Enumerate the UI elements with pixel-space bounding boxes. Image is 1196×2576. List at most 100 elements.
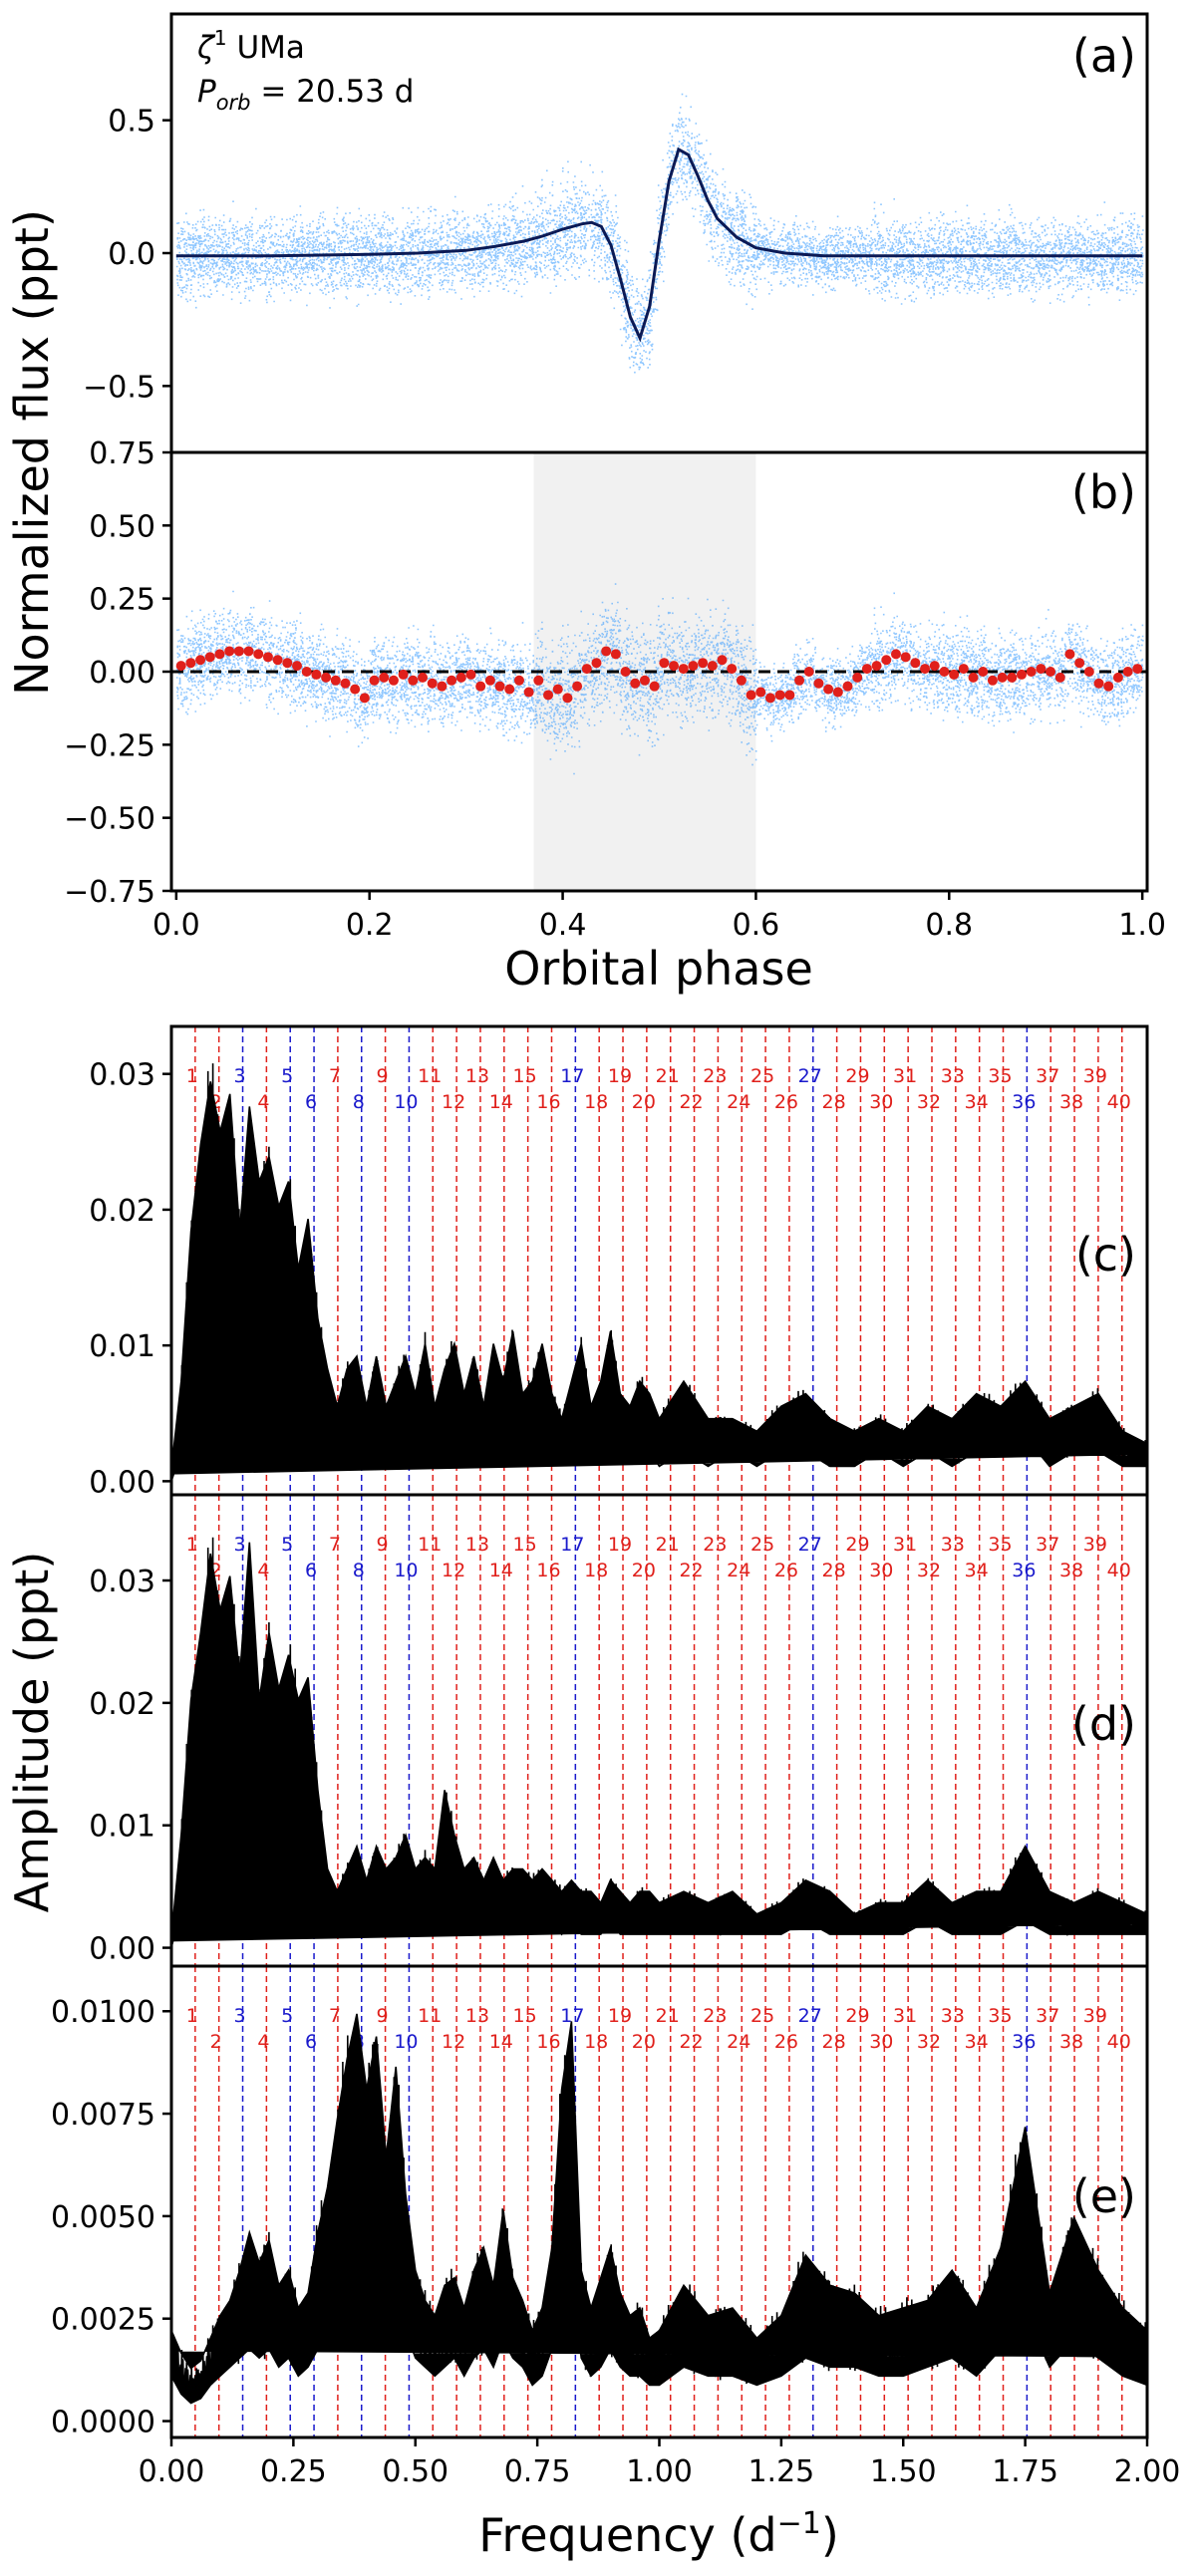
harmonic-label: 37: [1036, 2005, 1059, 2027]
ytick-label: 0.00: [89, 1932, 155, 1967]
xtick-label: 0.75: [504, 2454, 571, 2489]
binned-mean-point: [369, 675, 380, 686]
binned-mean-point: [1093, 678, 1104, 689]
binned-mean-point: [929, 661, 940, 672]
xlabel-superscript: −1: [777, 2506, 821, 2541]
binned-mean-point: [204, 652, 215, 663]
binned-mean-point: [823, 684, 834, 695]
binned-mean-point: [282, 658, 293, 669]
binned-mean-point: [379, 672, 390, 683]
panel-a-yticks: 0.5 0.0 −0.5: [83, 105, 171, 405]
harmonic-label: 10: [394, 2031, 418, 2053]
binned-mean-point: [388, 675, 399, 686]
harmonic-label: 9: [377, 1065, 389, 1087]
ytick-label: 0.25: [89, 583, 155, 618]
binned-mean-point: [639, 675, 650, 686]
binned-mean-point: [494, 681, 505, 692]
harmonic-label: 15: [513, 2005, 537, 2027]
binned-mean-point: [910, 658, 921, 669]
harmonic-label: 21: [656, 2005, 680, 2027]
panel-d-yticks: 0.00 0.01 0.02 0.03: [89, 1565, 171, 1967]
ytick-label: 0.0075: [51, 2098, 155, 2133]
period-symbol: P: [197, 74, 216, 110]
binned-mean-point: [997, 672, 1008, 683]
xlabel-text: Frequency (d: [478, 2508, 776, 2562]
binned-mean-point: [233, 646, 244, 657]
binned-mean-point: [214, 649, 225, 660]
binned-mean-point: [1007, 672, 1018, 683]
panel-a-star-annotation: ζ1 UMa: [196, 26, 305, 66]
panel-e-yticks: 0.0000 0.0025 0.0050 0.0075 0.0100: [51, 1995, 171, 2440]
xtick-label: 0.0: [152, 908, 200, 943]
binned-mean-point: [484, 675, 495, 686]
binned-mean-point: [832, 687, 843, 698]
panel-d-label: (d): [1071, 1697, 1136, 1751]
binned-mean-point: [543, 690, 554, 701]
harmonic-label: 26: [774, 1560, 798, 1581]
harmonic-label: 29: [845, 2005, 869, 2027]
binned-mean-point: [736, 675, 747, 686]
harmonic-label: 1: [186, 2005, 198, 2027]
harmonic-label: 29: [845, 1534, 869, 1556]
harmonic-label: 4: [257, 2031, 269, 2053]
binned-mean-point: [755, 687, 766, 698]
harmonic-label: 33: [941, 1534, 965, 1556]
panel-b-yticks: 0.75 0.50 0.25 0.00 −0.25 −0.50 −0.75: [64, 436, 171, 910]
binned-mean-point: [1016, 669, 1027, 680]
harmonic-label: 27: [798, 1534, 822, 1556]
panel-c-periodogram: [171, 1063, 1147, 1482]
binned-mean-point: [871, 661, 882, 672]
period-subscript: orb: [216, 91, 251, 115]
binned-mean-point: [447, 675, 457, 686]
binned-mean-point: [513, 675, 524, 686]
panel-b-frame: [169, 450, 1149, 893]
harmonic-label: 39: [1083, 2005, 1107, 2027]
harmonic-label: 17: [560, 1534, 584, 1556]
harmonic-label: 13: [465, 1065, 489, 1087]
panel-e-periodogram: [171, 2013, 1147, 2405]
harmonic-label: 14: [489, 2031, 513, 2053]
ytick-label: 0.5: [108, 105, 155, 140]
harmonic-label: 6: [305, 2031, 317, 2053]
binned-mean-point: [920, 664, 931, 675]
binned-mean-point: [243, 646, 254, 657]
harmonic-label: 14: [489, 1091, 513, 1113]
harmonic-label: 8: [353, 1091, 365, 1113]
panel-c-yticks: 0.00 0.01 0.02 0.03: [89, 1058, 171, 1500]
binned-mean-point: [727, 664, 738, 675]
binned-mean-point: [688, 661, 699, 672]
harmonic-label: 18: [584, 2031, 608, 2053]
binned-mean-point: [1026, 667, 1037, 677]
ytick-label: 0.03: [89, 1565, 155, 1599]
harmonic-label: 2: [210, 2031, 222, 2053]
harmonic-label: 29: [845, 1065, 869, 1087]
harmonic-label: 32: [917, 1560, 941, 1581]
harmonic-label: 25: [750, 1534, 774, 1556]
binned-mean-point: [813, 678, 824, 689]
harmonic-label: 20: [632, 2031, 656, 2053]
binned-mean-point: [292, 661, 303, 672]
harmonic-label: 20: [632, 1560, 656, 1581]
harmonic-label: 38: [1059, 1560, 1083, 1581]
ytick-label: 0.01: [89, 1329, 155, 1364]
binned-mean-point: [630, 678, 641, 689]
harmonic-label: 14: [489, 1560, 513, 1581]
xtick-label: 0.6: [733, 908, 780, 943]
panel-a-model-curve: [175, 146, 1143, 343]
binned-mean-point: [427, 678, 438, 689]
ytick-label: 0.01: [89, 1810, 155, 1845]
binned-mean-point: [707, 661, 718, 672]
binned-mean-point: [418, 672, 429, 683]
panel-a-scatter: [175, 93, 1144, 374]
harmonic-label: 10: [394, 1091, 418, 1113]
xtick-label: 1.25: [748, 2454, 814, 2489]
binned-mean-point: [939, 667, 950, 677]
binned-mean-point: [311, 669, 322, 680]
ytick-label: 0.02: [89, 1687, 155, 1722]
harmonic-label: 30: [869, 2031, 893, 2053]
panel-b-binned-means: [175, 646, 1143, 704]
ytick-label: 0.75: [89, 436, 155, 471]
harmonic-label: 34: [965, 2031, 989, 2053]
panel-e-frame: [169, 1964, 1149, 2439]
